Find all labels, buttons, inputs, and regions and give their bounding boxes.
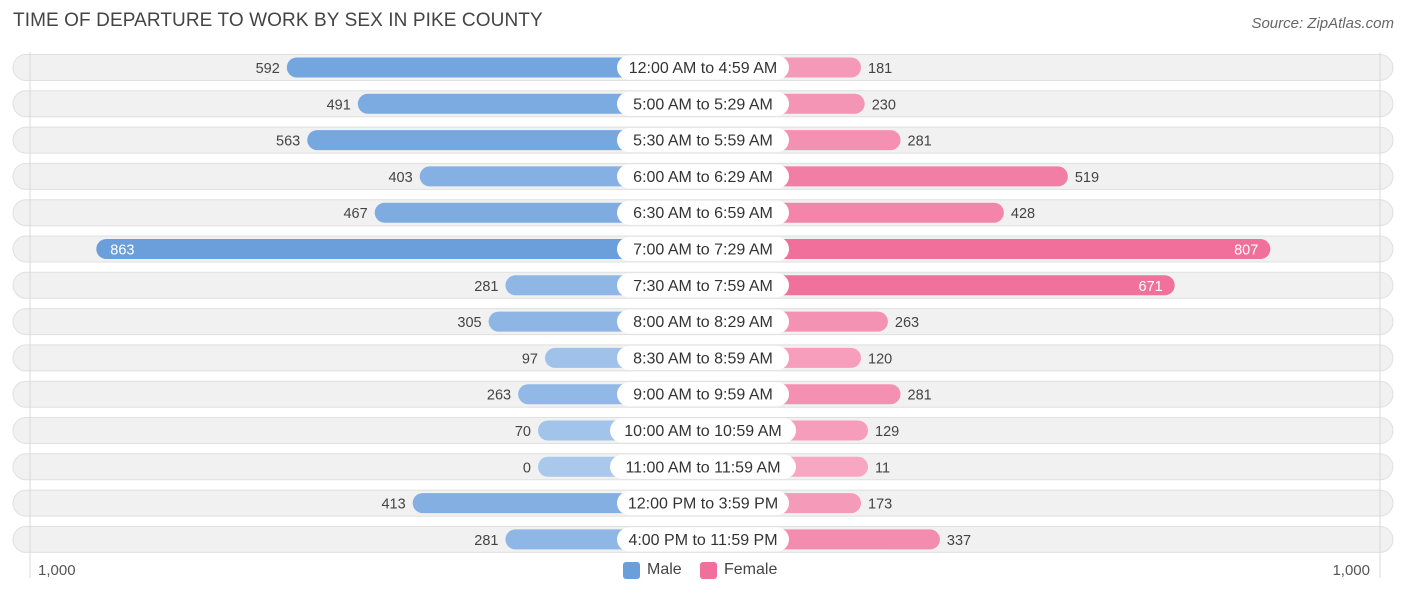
value-label-female: 337 xyxy=(947,533,971,549)
legend-label-male: Male xyxy=(647,561,682,578)
bar-female xyxy=(703,275,1175,296)
legend-item-female: Female xyxy=(700,561,777,579)
value-label-male: 413 xyxy=(381,497,405,513)
value-label-female: 173 xyxy=(868,497,892,513)
category-label: 6:00 AM to 6:29 AM xyxy=(633,169,773,186)
category-label: 12:00 AM to 4:59 AM xyxy=(629,60,778,77)
category-label: 5:00 AM to 5:29 AM xyxy=(633,96,773,113)
value-label-female: 281 xyxy=(908,134,932,150)
category-label: 6:30 AM to 6:59 AM xyxy=(633,205,773,222)
bar-male xyxy=(357,93,703,114)
value-label-male: 403 xyxy=(388,170,412,186)
category-label: 8:00 AM to 8:29 AM xyxy=(633,314,773,331)
value-label-male: 491 xyxy=(327,97,351,113)
category-label-bg xyxy=(617,491,789,516)
category-label: 11:00 AM to 11:59 AM xyxy=(625,459,780,476)
legend-swatch-male xyxy=(623,561,640,579)
value-label-male: 0 xyxy=(523,460,531,476)
value-label-female: 11 xyxy=(875,460,890,476)
value-label-female: 129 xyxy=(875,424,899,440)
category-label-bg xyxy=(617,200,789,225)
value-label-female: 120 xyxy=(868,351,892,367)
value-label-male: 97 xyxy=(522,351,538,367)
axis-tick-left: 1,000 xyxy=(38,562,76,579)
chart-source: Source: ZipAtlas.com xyxy=(1251,15,1394,32)
value-label-female: 263 xyxy=(895,315,919,331)
axis-tick-right: 1,000 xyxy=(1332,562,1370,579)
value-label-male: 263 xyxy=(487,388,511,404)
legend-swatch-female xyxy=(700,561,717,579)
category-label-bg xyxy=(617,527,789,552)
value-label-male: 863 xyxy=(110,243,134,259)
category-label-bg xyxy=(617,237,789,261)
value-label-male: 563 xyxy=(276,134,300,150)
bar-female xyxy=(703,166,1068,187)
value-label-male: 281 xyxy=(474,533,498,549)
category-label-bg xyxy=(617,91,789,116)
category-label: 7:00 AM to 7:29 AM xyxy=(633,242,773,259)
category-label: 9:00 AM to 9:59 AM xyxy=(633,387,773,404)
category-label-bg xyxy=(610,418,796,443)
value-label-female: 519 xyxy=(1075,170,1099,186)
bar-male xyxy=(307,130,703,151)
category-label: 5:30 AM to 5:59 AM xyxy=(633,133,773,150)
value-label-female: 230 xyxy=(872,97,896,113)
legend-label-female: Female xyxy=(724,561,778,578)
value-label-male: 281 xyxy=(474,279,498,295)
category-label-bg xyxy=(617,55,789,80)
value-label-female: 181 xyxy=(868,61,892,77)
chart-title: TIME OF DEPARTURE TO WORK BY SEX IN PIKE… xyxy=(13,10,543,31)
category-label-bg xyxy=(617,128,789,153)
value-label-male: 467 xyxy=(343,206,367,222)
category-label: 8:30 AM to 8:59 AM xyxy=(633,350,773,367)
category-label: 4:00 PM to 11:59 PM xyxy=(628,532,777,549)
value-label-male: 305 xyxy=(457,315,481,331)
value-label-female: 807 xyxy=(1234,243,1258,259)
value-label-male: 592 xyxy=(256,61,280,77)
category-label-bg xyxy=(617,345,789,370)
category-label-bg xyxy=(617,382,789,407)
value-label-female: 428 xyxy=(1011,206,1035,222)
value-label-male: 70 xyxy=(515,424,531,440)
bar-female xyxy=(703,239,1271,259)
value-label-female: 671 xyxy=(1139,279,1163,295)
category-label: 7:30 AM to 7:59 AM xyxy=(633,278,773,295)
category-label: 10:00 AM to 10:59 AM xyxy=(624,423,781,440)
category-label-bg xyxy=(617,273,789,298)
category-label-bg xyxy=(617,164,789,189)
legend-item-male: Male xyxy=(623,561,682,579)
bar-male xyxy=(96,239,704,259)
category-label: 12:00 PM to 3:59 PM xyxy=(628,496,778,513)
bar-male xyxy=(286,57,703,78)
value-label-female: 281 xyxy=(908,388,932,404)
category-label-bg xyxy=(617,309,789,334)
category-label-bg xyxy=(610,454,796,479)
